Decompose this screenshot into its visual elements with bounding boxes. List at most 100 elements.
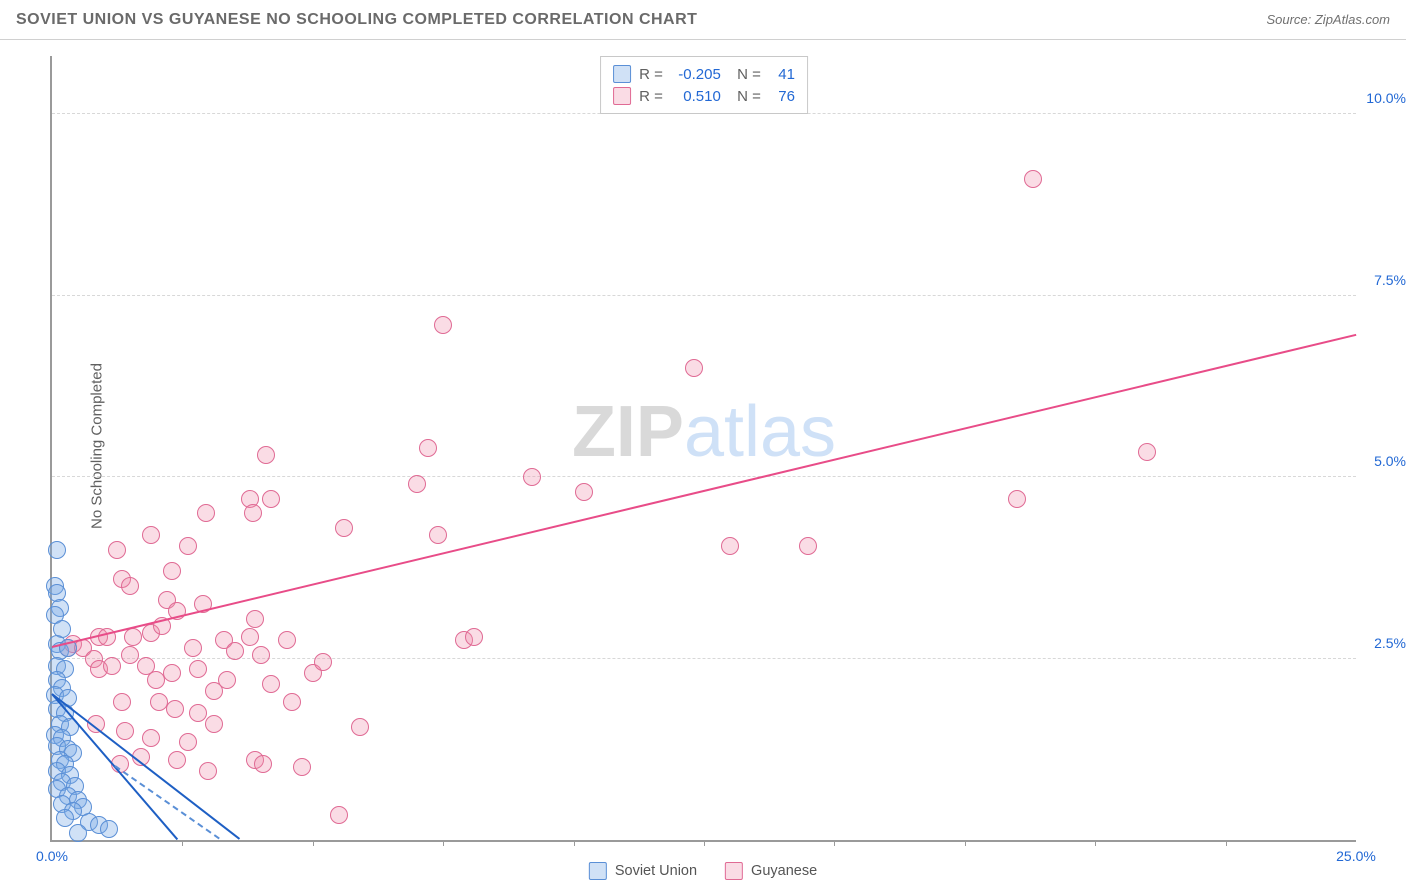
- data-point: [166, 700, 184, 718]
- legend-swatch-1: [589, 862, 607, 880]
- data-point: [197, 504, 215, 522]
- data-point: [257, 446, 275, 464]
- data-point: [179, 733, 197, 751]
- data-point: [199, 762, 217, 780]
- legend-item-1: Soviet Union: [589, 862, 697, 880]
- data-point: [179, 537, 197, 555]
- stats-r-label: R =: [639, 66, 663, 83]
- x-minor-tick: [965, 840, 966, 846]
- stats-r-value-2: 0.510: [671, 88, 721, 105]
- swatch-series-1: [613, 65, 631, 83]
- stats-n-value-1: 41: [769, 66, 795, 83]
- legend-item-2: Guyanese: [725, 862, 817, 880]
- data-point: [108, 541, 126, 559]
- data-point: [69, 824, 87, 842]
- stats-n-label: N =: [729, 66, 761, 83]
- data-point: [419, 439, 437, 457]
- watermark-suffix: atlas: [684, 392, 836, 472]
- data-point: [293, 758, 311, 776]
- source-label: Source: ZipAtlas.com: [1266, 12, 1390, 27]
- x-minor-tick: [704, 840, 705, 846]
- data-point: [278, 631, 296, 649]
- data-point: [330, 806, 348, 824]
- x-minor-tick: [443, 840, 444, 846]
- legend-label-1: Soviet Union: [615, 863, 697, 879]
- data-point: [254, 755, 272, 773]
- data-point: [113, 693, 131, 711]
- data-point: [1024, 170, 1042, 188]
- data-point: [48, 541, 66, 559]
- data-point: [103, 657, 121, 675]
- x-minor-tick: [182, 840, 183, 846]
- gridline-h: [52, 476, 1356, 477]
- data-point: [121, 646, 139, 664]
- data-point: [262, 490, 280, 508]
- data-point: [56, 809, 74, 827]
- data-point: [434, 316, 452, 334]
- data-point: [142, 526, 160, 544]
- watermark: ZIPatlas: [572, 391, 836, 473]
- x-tick-label: 25.0%: [1336, 848, 1376, 864]
- gridline-h: [52, 295, 1356, 296]
- data-point: [283, 693, 301, 711]
- data-point: [189, 704, 207, 722]
- legend-bottom: Soviet Union Guyanese: [589, 862, 817, 880]
- data-point: [721, 537, 739, 555]
- chart-header: SOVIET UNION VS GUYANESE NO SCHOOLING CO…: [0, 0, 1406, 40]
- stats-row-1: R = -0.205 N = 41: [613, 63, 795, 85]
- stats-n-label: N =: [729, 88, 761, 105]
- data-point: [1138, 443, 1156, 461]
- x-minor-tick: [574, 840, 575, 846]
- data-point: [335, 519, 353, 537]
- data-point: [168, 751, 186, 769]
- data-point: [523, 468, 541, 486]
- data-point: [124, 628, 142, 646]
- stats-r-value-1: -0.205: [671, 66, 721, 83]
- y-tick-label: 7.5%: [1360, 272, 1406, 288]
- x-tick-label: 0.0%: [36, 848, 68, 864]
- data-point: [116, 722, 134, 740]
- gridline-h: [52, 658, 1356, 659]
- data-point: [163, 562, 181, 580]
- data-point: [226, 642, 244, 660]
- data-point: [163, 664, 181, 682]
- data-point: [262, 675, 280, 693]
- data-point: [465, 628, 483, 646]
- swatch-series-2: [613, 87, 631, 105]
- data-point: [314, 653, 332, 671]
- stats-legend-box: R = -0.205 N = 41 R = 0.510 N = 76: [600, 56, 808, 114]
- legend-swatch-2: [725, 862, 743, 880]
- data-point: [100, 820, 118, 838]
- data-point: [121, 577, 139, 595]
- data-point: [218, 671, 236, 689]
- data-point: [205, 715, 223, 733]
- data-point: [799, 537, 817, 555]
- data-point: [351, 718, 369, 736]
- data-point: [252, 646, 270, 664]
- x-minor-tick: [834, 840, 835, 846]
- y-tick-label: 2.5%: [1360, 635, 1406, 651]
- y-tick-label: 5.0%: [1360, 453, 1406, 469]
- stats-n-value-2: 76: [769, 88, 795, 105]
- x-minor-tick: [1226, 840, 1227, 846]
- data-point: [244, 504, 262, 522]
- data-point: [575, 483, 593, 501]
- data-point: [142, 729, 160, 747]
- watermark-prefix: ZIP: [572, 392, 684, 472]
- stats-r-label: R =: [639, 88, 663, 105]
- data-point: [429, 526, 447, 544]
- data-point: [685, 359, 703, 377]
- x-minor-tick: [1095, 840, 1096, 846]
- data-point: [189, 660, 207, 678]
- data-point: [1008, 490, 1026, 508]
- y-tick-label: 10.0%: [1360, 90, 1406, 106]
- legend-label-2: Guyanese: [751, 863, 817, 879]
- plot-area: ZIPatlas R = -0.205 N = 41 R = 0.510 N =…: [50, 56, 1356, 842]
- stats-row-2: R = 0.510 N = 76: [613, 85, 795, 107]
- x-minor-tick: [313, 840, 314, 846]
- data-point: [408, 475, 426, 493]
- data-point: [184, 639, 202, 657]
- data-point: [246, 610, 264, 628]
- chart-title: SOVIET UNION VS GUYANESE NO SCHOOLING CO…: [16, 11, 697, 29]
- data-point: [241, 628, 259, 646]
